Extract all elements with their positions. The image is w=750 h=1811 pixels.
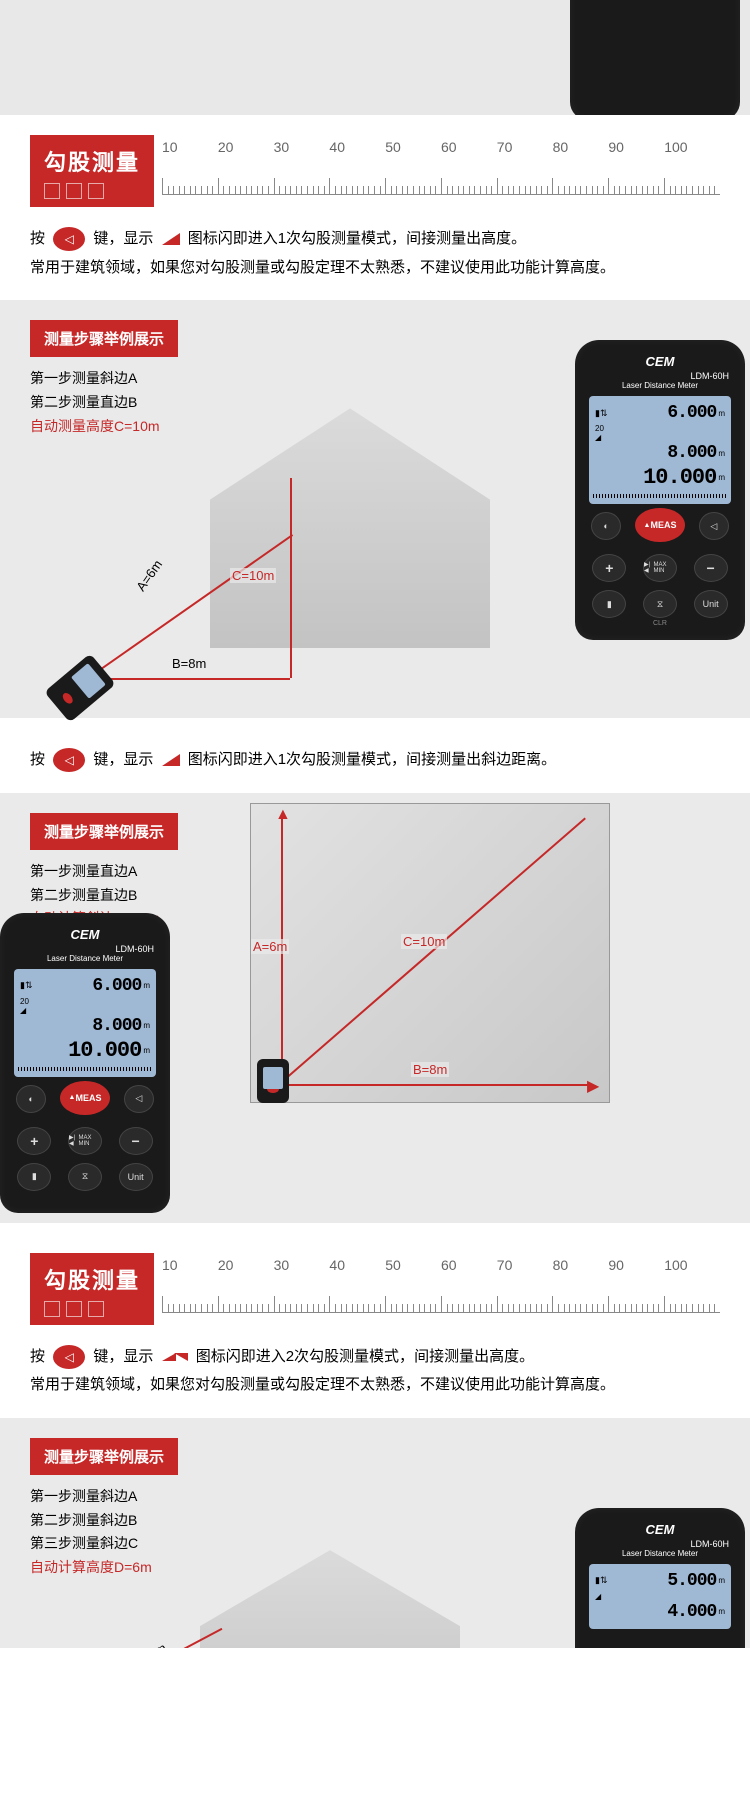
tri-button: ◁ xyxy=(699,512,729,540)
section1-title-box: 勾股测量 xyxy=(30,135,154,207)
room-line-B xyxy=(281,1084,591,1086)
triangle-button-icon: ◁ xyxy=(53,748,85,772)
line-B xyxy=(90,678,290,680)
triangle-icon xyxy=(162,233,180,245)
top-partial-panel: ◐ MEAS ◁ + MAX MIN − ▮ ⧖ Unit CLR xyxy=(0,0,750,115)
demo1-header: 测量步骤举例展示 xyxy=(30,320,178,357)
lcd-3: ▮⇅5.000m ◢ 4.000m xyxy=(589,1564,731,1629)
room-label-C: C=10m xyxy=(401,934,447,949)
section1-instruction: 按 ◁ 键，显示 图标闪即进入1次勾股测量模式，间接测量出高度。 常用于建筑领域… xyxy=(0,207,750,300)
demo-panel-2: 测量步骤举例展示 第一步测量直边A 第二步测量直边B 自动计算斜边C=10m ▲… xyxy=(0,793,750,1223)
room-label-A: A=6m xyxy=(251,939,289,954)
device-partial-top: ◐ MEAS ◁ + MAX MIN − ▮ ⧖ Unit CLR xyxy=(570,0,740,115)
line-C xyxy=(290,478,292,678)
demo-panel-3: 测量步骤举例展示 第一步测量斜边A 第二步测量斜边B 第三步测量斜边C 自动计算… xyxy=(0,1418,750,1648)
triangle-button-icon: ◁ xyxy=(53,1345,85,1369)
demo3-header: 测量步骤举例展示 xyxy=(30,1438,178,1475)
demo2-header: 测量步骤举例展示 xyxy=(30,813,178,850)
label-C3: C=5.0m xyxy=(119,1639,170,1648)
lcd-2: ▮⇅6.000m 20◢ 8.000m 10.000m xyxy=(14,969,156,1077)
section3-title-box: 勾股测量 xyxy=(30,1253,154,1325)
section3-title: 勾股测量 xyxy=(44,1263,140,1295)
triangle-button-icon: ◁ xyxy=(53,227,85,251)
ruler-2: 102030405060708090100 xyxy=(162,1253,720,1313)
device-3: CEM LDM-60H Laser Distance Meter ▮⇅5.000… xyxy=(575,1508,745,1648)
meas-button: ▲MEAS xyxy=(635,508,684,542)
title-squares xyxy=(44,183,140,199)
section3-instruction: 按 ◁ 键，显示 图标闪即进入2次勾股测量模式，间接测量出高度。 常用于建筑领域… xyxy=(0,1325,750,1418)
section1-instruction-line2: 常用于建筑领域，如果您对勾股测量或勾股定理不太熟悉，不建议使用此功能计算高度。 xyxy=(30,254,720,283)
room-label-B: B=8m xyxy=(411,1062,449,1077)
lcd-1: ▮⇅6.000m 20◢ 8.000m 10.000m xyxy=(589,396,731,504)
device-2: CEM LDM-60H Laser Distance Meter ▮⇅6.000… xyxy=(0,913,170,1213)
section1-title: 勾股测量 xyxy=(44,145,140,177)
section3-instruction-line2: 常用于建筑领域，如果您对勾股测量或勾股定理不太熟悉，不建议使用此功能计算高度。 xyxy=(30,1371,720,1400)
ruler-1: 102030405060708090100 xyxy=(162,135,720,195)
triangle-icon xyxy=(162,754,180,766)
section3-header: 勾股测量 102030405060708090100 xyxy=(0,1233,750,1325)
mode-button: ◐ xyxy=(591,512,621,540)
label-B: B=8m xyxy=(170,656,208,671)
ruler-ticks xyxy=(162,155,720,195)
label-C: C=10m xyxy=(230,568,276,583)
device-1: CEM LDM-60H Laser Distance Meter ▮⇅6.000… xyxy=(575,340,745,640)
section1-header: 勾股测量 102030405060708090100 xyxy=(0,115,750,207)
house-illustration xyxy=(210,408,490,648)
section1-instruction-2: 按 ◁ 键，显示 图标闪即进入1次勾股测量模式，间接测量出斜边距离。 xyxy=(0,728,750,793)
triangle-icon-2 xyxy=(174,1353,188,1361)
small-device-2 xyxy=(257,1059,289,1103)
room-diagram: ▲ A=6m ▶ B=8m C=10m xyxy=(250,803,610,1103)
room-line-C xyxy=(280,817,586,1084)
demo-panel-1: 测量步骤举例展示 第一步测量斜边A 第二步测量直边B 自动测量高度C=10m A… xyxy=(0,300,750,718)
label-A: A=6m xyxy=(132,556,166,596)
